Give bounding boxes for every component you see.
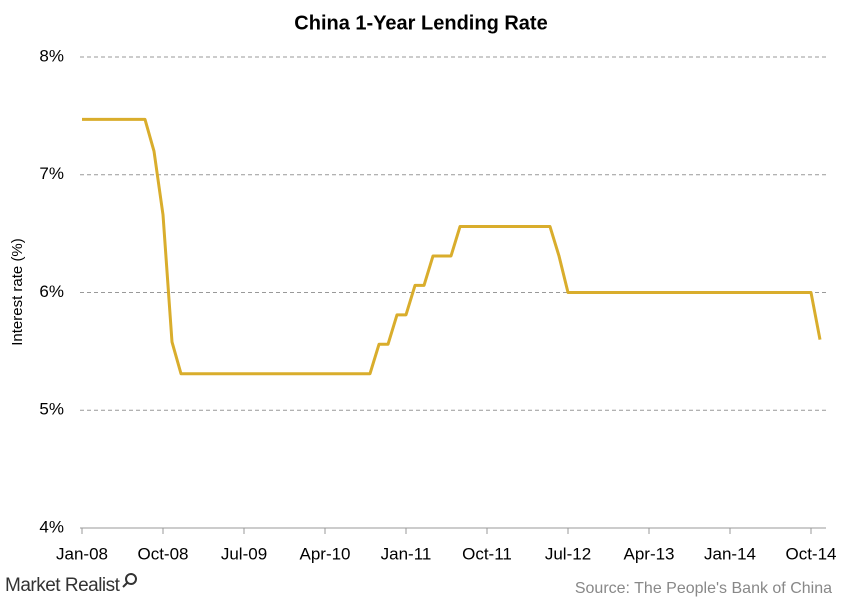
y-axis-label: Interest rate (%) xyxy=(9,238,26,346)
source: Source: The People's Bank of China xyxy=(575,580,832,597)
x-tick-label: Jul-09 xyxy=(221,544,267,563)
y-tick-label: 5% xyxy=(39,400,64,419)
chart-title: China 1-Year Lending Rate xyxy=(294,12,547,34)
x-tick-label: Oct-11 xyxy=(462,544,512,563)
y-tick-label: 4% xyxy=(39,517,64,536)
brand-icon xyxy=(122,573,137,588)
x-tick-label: Jan-14 xyxy=(704,544,756,563)
x-tick-label: Jul-12 xyxy=(545,544,591,563)
x-tick-label: Apr-10 xyxy=(299,544,350,563)
y-tick-label: 6% xyxy=(39,282,64,301)
y-tick-label: 7% xyxy=(39,164,64,183)
y-tick-label: 8% xyxy=(39,46,64,65)
x-tick-label: Apr-13 xyxy=(623,544,674,563)
x-tick-label: Oct-08 xyxy=(137,544,188,563)
brand: Market Realist xyxy=(5,575,121,596)
x-tick-label: Oct-14 xyxy=(785,544,836,563)
x-tick-label: Jan-08 xyxy=(56,544,108,563)
line xyxy=(82,117,822,376)
x-tick-label: Jan-11 xyxy=(381,544,432,563)
